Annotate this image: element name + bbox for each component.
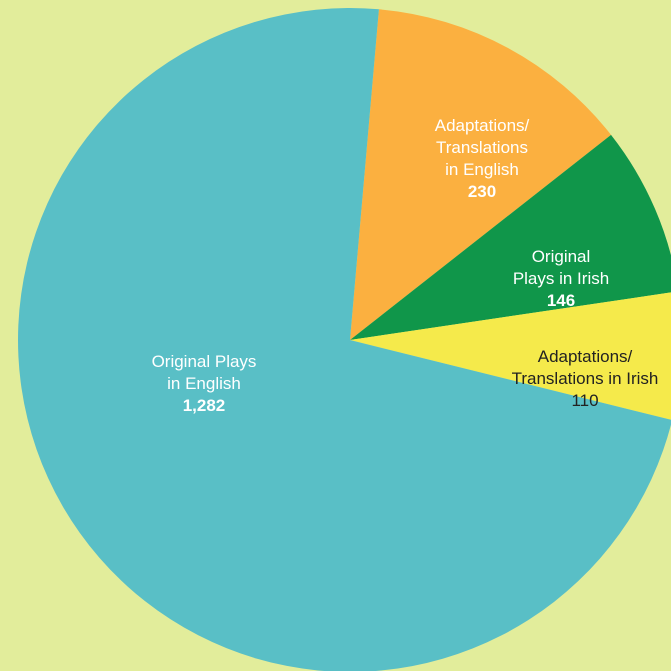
slice-label: Adaptations/Translations in English 230	[435, 116, 530, 201]
pie-slice	[350, 134, 671, 340]
slice-value: 1,282	[183, 396, 226, 415]
slice-label-line: Translations in Irish	[512, 369, 659, 388]
slice-label: Original Plays in Irish 146	[513, 247, 609, 310]
pie-slice	[18, 7, 671, 671]
slice-label-line: Adaptations/	[435, 116, 530, 135]
slice-value: 230	[468, 182, 496, 201]
slice-value: 146	[547, 291, 575, 310]
pie-labels: Adaptations/Translations in English 230 Ori…	[152, 116, 659, 415]
pie-slice	[350, 292, 671, 420]
slice-label-line: in English	[445, 160, 519, 179]
slice-value: 110	[571, 391, 598, 410]
pie-slice	[350, 9, 612, 340]
slice-label: Adaptations/Translations in Irish 110	[512, 347, 659, 410]
slice-label-line: Original Plays	[152, 352, 257, 371]
slice-label-line: in English	[167, 374, 241, 393]
slice-label-line: Plays in Irish	[513, 269, 609, 288]
slice-label-line: Adaptations/	[538, 347, 633, 366]
slice-label-line: Original	[532, 247, 591, 266]
pie-slices	[18, 7, 671, 671]
slice-label: Original Plays in English 1,282	[152, 352, 257, 415]
slice-label-line: Translations	[436, 138, 528, 157]
